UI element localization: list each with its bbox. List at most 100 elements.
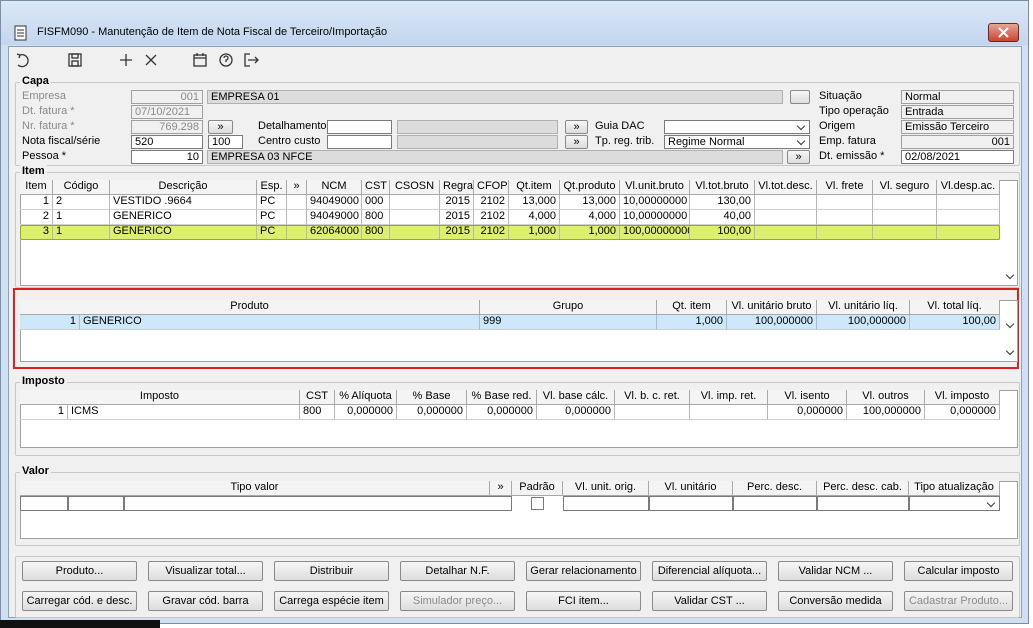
item-column-header[interactable]: Vl.desp.ac. (937, 180, 1000, 195)
item-cell[interactable]: 2102 (474, 210, 509, 225)
imposto-column-header[interactable]: CST (300, 390, 335, 405)
action-button[interactable]: Validar NCM ... (778, 561, 893, 581)
action-button[interactable]: Distribuir (274, 561, 389, 581)
action-button[interactable]: Validar CST ... (652, 591, 767, 611)
item-column-header[interactable]: Qt.item (509, 180, 560, 195)
item-column-header[interactable]: Vl. frete (817, 180, 873, 195)
imposto-column-header[interactable]: % Base red. (467, 390, 537, 405)
valor-column-header[interactable]: Perc. desc. (733, 481, 817, 496)
item-cell[interactable] (937, 210, 1000, 225)
item-cell[interactable] (755, 210, 817, 225)
produto-cell[interactable]: 100,000000 (817, 315, 910, 330)
action-button[interactable]: Carrega espécie item (274, 591, 389, 611)
tipo-atualizacao-dropdown[interactable] (909, 496, 1000, 511)
item-cell[interactable]: 800 (362, 210, 390, 225)
item-cell[interactable]: VESTIDO .9664 (110, 195, 257, 210)
item-cell[interactable]: 2 (53, 195, 110, 210)
item-cell[interactable]: 1 (20, 195, 53, 210)
item-cell[interactable] (755, 195, 817, 210)
item-cell[interactable]: 13,000 (509, 195, 560, 210)
item-cell[interactable] (817, 210, 873, 225)
valor-input[interactable] (20, 496, 68, 511)
valor-input[interactable] (68, 496, 124, 511)
item-cell[interactable]: PC (257, 225, 287, 240)
add-icon[interactable] (120, 54, 132, 66)
item-cell[interactable]: 2102 (474, 195, 509, 210)
action-button[interactable]: Visualizar total... (148, 561, 263, 581)
valor-column-header[interactable]: Tipo valor (20, 481, 490, 496)
item-column-header[interactable]: Vl.tot.bruto (690, 180, 755, 195)
item-cell[interactable] (287, 195, 307, 210)
imposto-cell[interactable] (615, 405, 690, 420)
item-column-header[interactable]: Item (20, 180, 53, 195)
item-column-header[interactable]: Descrição (110, 180, 257, 195)
link-button[interactable]: » (565, 120, 588, 134)
imposto-cell[interactable]: 1 (20, 405, 68, 420)
action-button[interactable]: Diferencial alíquota... (652, 561, 767, 581)
item-cell[interactable]: 4,000 (560, 210, 620, 225)
item-cell[interactable]: 10,00000000 (620, 195, 690, 210)
action-button[interactable]: Calcular imposto (904, 561, 1013, 581)
produto-column-header[interactable]: Produto (20, 300, 480, 315)
valor-column-header[interactable]: Vl. unitário (649, 481, 733, 496)
action-button[interactable]: Gravar cód. barra (148, 591, 263, 611)
imposto-cell[interactable]: 0,000000 (768, 405, 847, 420)
valor-column-header[interactable]: Vl. unit. orig. (563, 481, 649, 496)
item-cell[interactable] (873, 210, 937, 225)
imposto-cell[interactable]: 0,000000 (537, 405, 615, 420)
item-cell[interactable]: 2015 (440, 195, 474, 210)
item-column-header[interactable]: Vl. seguro (873, 180, 937, 195)
produto-cell[interactable]: 1 (20, 315, 80, 330)
help-icon[interactable] (219, 53, 233, 67)
produto-column-header[interactable]: Grupo (480, 300, 657, 315)
remove-icon[interactable] (145, 54, 157, 66)
valor-column-header[interactable]: » (490, 481, 512, 496)
produto-column-header[interactable]: Vl. unitário bruto (727, 300, 817, 315)
imposto-cell[interactable]: 0,000000 (335, 405, 397, 420)
link-button[interactable]: » (208, 120, 233, 134)
item-cell[interactable]: PC (257, 210, 287, 225)
imposto-column-header[interactable]: Vl. imp. ret. (690, 390, 768, 405)
item-cell[interactable] (287, 210, 307, 225)
item-cell[interactable]: GENERICO (110, 210, 257, 225)
item-column-header[interactable]: Vl.unit.bruto (620, 180, 690, 195)
item-cell[interactable] (817, 195, 873, 210)
item-column-header[interactable]: NCM (307, 180, 362, 195)
imposto-column-header[interactable]: % Alíquota (335, 390, 397, 405)
item-cell[interactable]: 000 (362, 195, 390, 210)
produto-cell[interactable]: 999 (480, 315, 657, 330)
action-button[interactable]: Detalhar N.F. (400, 561, 515, 581)
item-column-header[interactable]: Regra (440, 180, 474, 195)
produto-cell[interactable]: GENERICO (80, 315, 480, 330)
imposto-cell[interactable] (690, 405, 768, 420)
guia-dac-dropdown[interactable] (664, 120, 810, 134)
valor-input[interactable] (563, 496, 649, 511)
action-button[interactable]: Conversão medida (778, 591, 893, 611)
item-cell[interactable]: PC (257, 195, 287, 210)
action-button[interactable]: Carregar cód. e desc. (22, 591, 137, 611)
valor-input[interactable] (649, 496, 733, 511)
action-button[interactable]: Produto... (22, 561, 137, 581)
item-cell[interactable]: 10,00000000 (620, 210, 690, 225)
link-button[interactable]: » (565, 135, 588, 149)
item-cell[interactable]: 1 (53, 210, 110, 225)
item-column-header[interactable]: Qt.produto (560, 180, 620, 195)
empresa-lookup[interactable] (790, 90, 810, 104)
item-cell[interactable] (937, 195, 1000, 210)
valor-column-header[interactable]: Padrão (512, 481, 563, 496)
item-cell[interactable]: 2 (20, 210, 53, 225)
undo-icon[interactable] (16, 53, 29, 68)
item-cell[interactable]: 4,000 (509, 210, 560, 225)
imposto-cell[interactable]: 0,000000 (925, 405, 1000, 420)
item-cell[interactable] (873, 195, 937, 210)
save-icon[interactable] (68, 53, 82, 67)
item-column-header[interactable]: Código (53, 180, 110, 195)
exit-icon[interactable] (244, 53, 259, 67)
imposto-cell[interactable]: 0,000000 (467, 405, 537, 420)
produto-column-header[interactable]: Vl. unitário líq. (817, 300, 910, 315)
produto-cell[interactable]: 100,000000 (727, 315, 817, 330)
valor-column-header[interactable]: Perc. desc. cab. (817, 481, 909, 496)
tp-reg-trib-dropdown[interactable]: Regime Normal (664, 135, 810, 149)
valor-column-header[interactable]: Tipo atualização (909, 481, 1000, 496)
item-cell[interactable]: 13,000 (560, 195, 620, 210)
